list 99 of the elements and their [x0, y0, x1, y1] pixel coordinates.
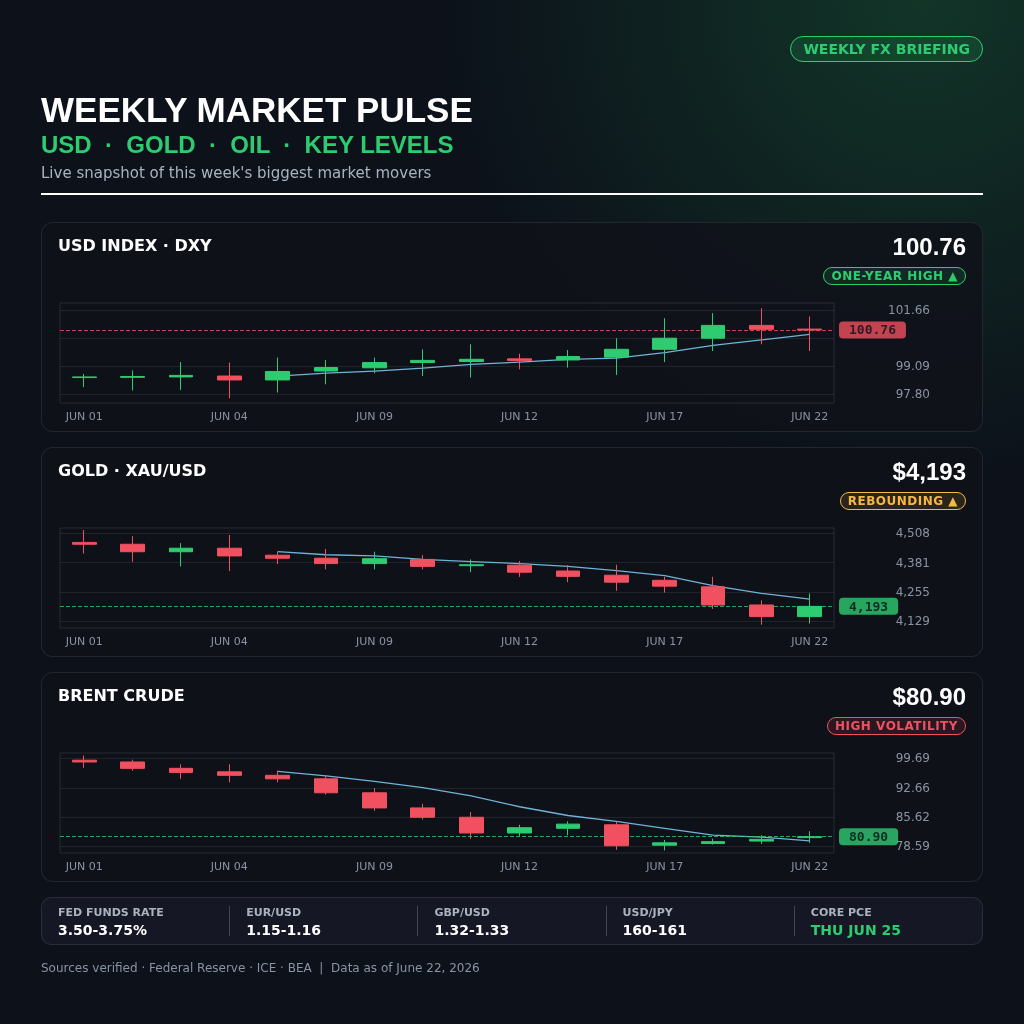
text: 1.15-1.16 [246, 922, 323, 938]
x-tick-label: JUN 22 [790, 860, 829, 873]
text: $80.90 [892, 683, 966, 711]
candlestick [556, 349, 580, 369]
candlestick [120, 535, 145, 563]
text: 3.50-3.75% [58, 922, 148, 938]
candlestick [362, 551, 387, 570]
candlestick [459, 343, 484, 379]
text: GBP/USD [434, 906, 491, 919]
source-note: Sources verified · Federal Reserve · ICE · BEA | Data as of June 22, 2026 [41, 961, 481, 975]
candlestick [604, 564, 629, 592]
candlestick [362, 787, 387, 812]
y-tick-label: 4,381 [895, 555, 930, 570]
line-series [277, 551, 811, 600]
x-tick-label: JUN 22 [790, 410, 829, 423]
x-tick-label: JUN 04 [209, 635, 248, 648]
candlestick [652, 839, 677, 851]
x-tick-label: JUN 01 [64, 635, 103, 648]
candlestick [410, 803, 435, 821]
text: ONE-YEAR HIGH ▲ [823, 267, 966, 285]
y-tick-label: 99.09 [895, 359, 930, 374]
text: CORE PCE [810, 906, 873, 919]
candlestick [604, 820, 629, 851]
y-tick-label: 92.66 [895, 780, 930, 795]
y-tick-label: 4,508 [895, 526, 930, 541]
candlestick [362, 357, 387, 374]
candlestick [507, 353, 532, 370]
candlestick [701, 576, 725, 610]
x-tick-label: JUN 01 [64, 860, 103, 873]
candlestick [72, 373, 97, 388]
x-tick-label: JUN 12 [500, 635, 539, 648]
text: WEEKLY MARKET PULSE [41, 90, 473, 130]
text: WEEKLY FX BRIEFING [790, 36, 983, 62]
x-tick-label: JUN 09 [354, 860, 393, 873]
y-tick-label: 78.59 [895, 839, 930, 854]
y-tick-label: 97.80 [895, 387, 930, 402]
candlestick [217, 763, 242, 783]
candlestick [217, 362, 242, 399]
text: 1.32-1.33 [434, 922, 511, 938]
x-tick-label: JUN 22 [790, 635, 829, 648]
candlestick [701, 838, 725, 846]
text: HIGH VOLATILITY [827, 717, 966, 735]
candlestick [120, 759, 145, 772]
y-tick-label: 101.66 [888, 303, 930, 318]
text: FED FUNDS RATE [58, 906, 165, 919]
candlestick [604, 337, 629, 376]
candlestick [265, 551, 290, 565]
candlestick [652, 317, 677, 363]
candlestick [265, 770, 290, 783]
text: USD · GOLD · OIL · KEY LEVELS [41, 131, 454, 159]
candlestick [72, 529, 97, 555]
ref-line-label: 4,193 [849, 598, 889, 614]
candlestick [72, 755, 97, 769]
chart-title: GOLD · XAU/USD [58, 461, 207, 480]
x-tick-label: JUN 12 [500, 410, 539, 423]
ref-line-label: 100.76 [849, 322, 897, 338]
y-tick-label: 4,129 [895, 614, 930, 629]
x-tick-label: JUN 09 [354, 410, 393, 423]
chart-title: BRENT CRUDE [58, 686, 185, 705]
candlestick [314, 775, 338, 796]
y-tick-label: 85.62 [895, 810, 930, 825]
text: THU JUN 25 [810, 922, 902, 938]
text: USD/JPY [622, 906, 674, 919]
candlestick [507, 560, 532, 578]
candlestick [652, 576, 677, 594]
x-tick-label: JUN 04 [209, 410, 248, 423]
candlestick [169, 542, 193, 567]
candlestick [169, 361, 193, 391]
x-tick-label: JUN 01 [64, 410, 103, 423]
y-tick-label: 99.69 [895, 751, 930, 766]
candlestick [410, 348, 435, 377]
candlestick [410, 554, 435, 570]
candlestick [169, 763, 193, 780]
candlestick [459, 558, 484, 573]
ref-line-label: 80.90 [849, 829, 889, 845]
candlestick [749, 599, 774, 626]
y-tick-label: 4,255 [895, 584, 930, 599]
text: 100.76 [892, 233, 966, 261]
text: REBOUNDING ▲ [839, 492, 966, 510]
x-tick-label: JUN 17 [645, 635, 684, 648]
line-series [277, 770, 811, 842]
candlestick [314, 359, 338, 385]
x-tick-label: JUN 17 [645, 410, 684, 423]
text: EUR/USD [246, 906, 303, 919]
candlestick [556, 564, 580, 583]
x-tick-label: JUN 17 [645, 860, 684, 873]
candlestick [459, 811, 484, 840]
candlestick [120, 369, 145, 391]
x-tick-label: JUN 09 [354, 635, 393, 648]
candlestick [265, 357, 290, 394]
candlestick [701, 312, 725, 352]
candlestick [217, 534, 242, 572]
text: $4,193 [892, 458, 966, 486]
chart-title: USD INDEX · DXY [58, 236, 212, 255]
candlestick [314, 548, 338, 570]
text: 160-161 [622, 922, 688, 938]
x-tick-label: JUN 04 [209, 860, 248, 873]
x-tick-label: JUN 12 [500, 860, 539, 873]
text: Live snapshot of this week's biggest market movers [41, 164, 432, 182]
